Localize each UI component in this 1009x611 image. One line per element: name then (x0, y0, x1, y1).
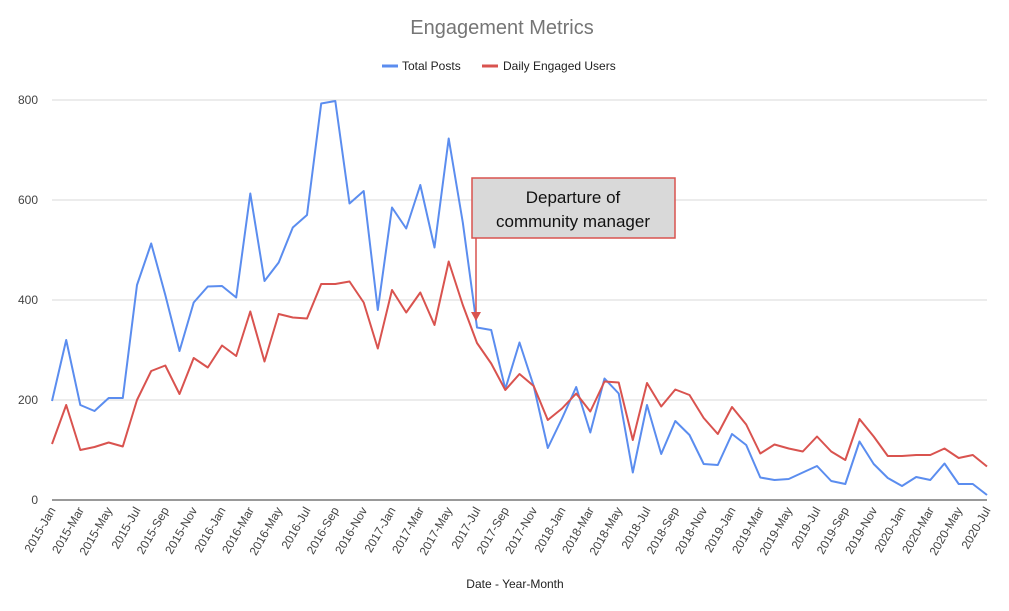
chart-title: Engagement Metrics (410, 17, 593, 39)
annotation-text-line2: community manager (496, 212, 650, 231)
x-axis-label: Date - Year-Month (466, 577, 563, 591)
series-lines (51, 100, 988, 496)
legend: Total Posts Daily Engaged Users (382, 59, 616, 73)
annotation-text-line1: Departure of (526, 188, 621, 207)
series-line-daily-engaged-users (51, 260, 988, 468)
annotation-box (471, 177, 676, 239)
legend-label-total-posts: Total Posts (402, 59, 461, 73)
y-tick-label: 200 (18, 393, 38, 407)
annotation-arrow-head (471, 312, 481, 321)
gridlines (52, 99, 987, 501)
y-tick-label: 800 (18, 93, 38, 107)
x-axis-ticks: 2015-Jan2015-Mar2015-May2015-Jul2015-Sep… (21, 504, 993, 558)
series-line-total-posts (51, 100, 988, 496)
annotation: Departure of community manager (471, 177, 676, 321)
legend-label-daily-engaged-users: Daily Engaged Users (503, 59, 616, 73)
y-tick-label: 600 (18, 193, 38, 207)
y-axis-ticks: 0 200 400 600 800 (18, 93, 38, 507)
y-tick-label: 400 (18, 293, 38, 307)
y-tick-label: 0 (31, 493, 38, 507)
